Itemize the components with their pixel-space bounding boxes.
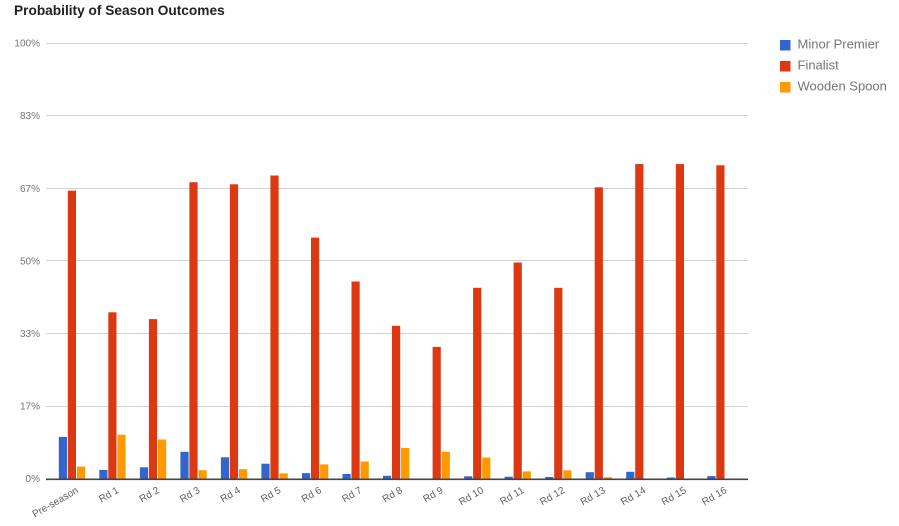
svg-text:50%: 50% xyxy=(20,256,40,267)
svg-text:67%: 67% xyxy=(20,184,40,195)
svg-text:83%: 83% xyxy=(20,111,40,122)
svg-text:17%: 17% xyxy=(20,402,40,413)
svg-text:0%: 0% xyxy=(26,474,41,485)
svg-text:100%: 100% xyxy=(14,39,40,50)
svg-text:Finalist: Finalist xyxy=(798,57,840,72)
svg-text:Wooden Spoon: Wooden Spoon xyxy=(798,78,887,93)
svg-text:33%: 33% xyxy=(20,329,40,340)
svg-text:Minor Premier: Minor Premier xyxy=(798,36,880,51)
svg-text:Probability of Season Outcomes: Probability of Season Outcomes xyxy=(14,3,225,18)
